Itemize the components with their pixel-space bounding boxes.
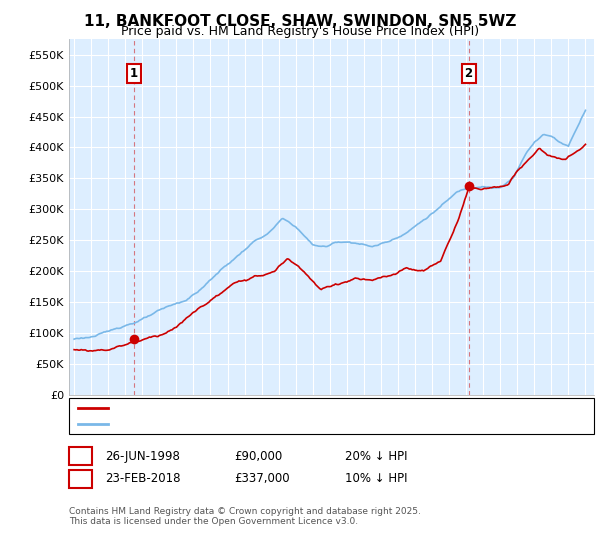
Text: Contains HM Land Registry data © Crown copyright and database right 2025.
This d: Contains HM Land Registry data © Crown c… bbox=[69, 507, 421, 526]
Text: 2: 2 bbox=[76, 472, 85, 486]
Text: 11, BANKFOOT CLOSE, SHAW, SWINDON, SN5 5WZ: 11, BANKFOOT CLOSE, SHAW, SWINDON, SN5 5… bbox=[84, 14, 516, 29]
Text: 2: 2 bbox=[464, 67, 473, 80]
Text: 1: 1 bbox=[130, 67, 137, 80]
Text: 26-JUN-1998: 26-JUN-1998 bbox=[105, 450, 180, 463]
Text: 23-FEB-2018: 23-FEB-2018 bbox=[105, 472, 181, 486]
Text: 20% ↓ HPI: 20% ↓ HPI bbox=[345, 450, 407, 463]
Text: £337,000: £337,000 bbox=[234, 472, 290, 486]
Text: HPI: Average price, detached house, Swindon: HPI: Average price, detached house, Swin… bbox=[114, 419, 351, 429]
Text: £90,000: £90,000 bbox=[234, 450, 282, 463]
Text: 11, BANKFOOT CLOSE, SHAW, SWINDON, SN5 5WZ (detached house): 11, BANKFOOT CLOSE, SHAW, SWINDON, SN5 5… bbox=[114, 403, 475, 413]
Text: 1: 1 bbox=[76, 450, 85, 463]
Text: 10% ↓ HPI: 10% ↓ HPI bbox=[345, 472, 407, 486]
Text: Price paid vs. HM Land Registry's House Price Index (HPI): Price paid vs. HM Land Registry's House … bbox=[121, 25, 479, 38]
